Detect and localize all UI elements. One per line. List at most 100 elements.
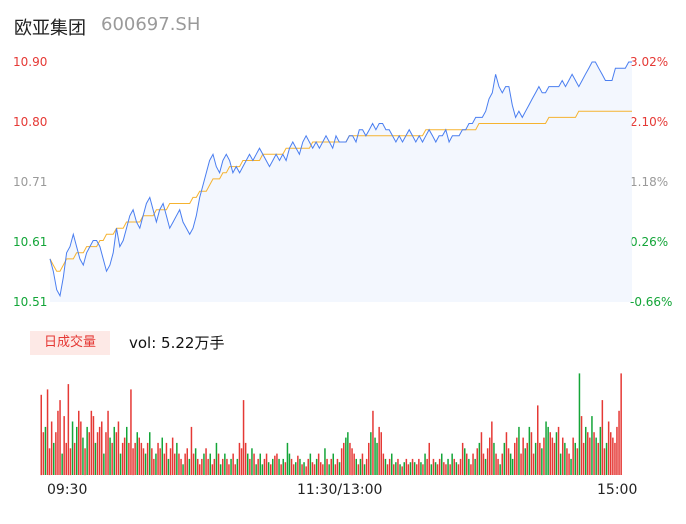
volume-bar xyxy=(69,448,72,476)
price-line xyxy=(49,61,632,298)
volume-bar xyxy=(618,410,620,475)
volume-bar xyxy=(368,442,370,475)
volume-bar xyxy=(305,466,307,475)
volume-bar xyxy=(224,453,226,475)
volume-bar xyxy=(161,437,163,475)
volume-bar xyxy=(391,453,393,475)
volume-bar xyxy=(303,462,305,475)
volume-bar xyxy=(98,426,101,475)
volume-bar xyxy=(370,432,372,475)
price-axis-label: 10.51 xyxy=(13,295,48,309)
volume-bar xyxy=(497,458,499,475)
volume-bar xyxy=(428,442,430,475)
volume-bar xyxy=(438,458,441,475)
volume-bar xyxy=(501,453,503,475)
volume-bar xyxy=(119,453,122,475)
volume-bar xyxy=(405,458,408,475)
volume-bar xyxy=(299,458,301,475)
volume-bar xyxy=(107,410,109,475)
volume-bar xyxy=(436,464,439,475)
volume-bar xyxy=(365,458,368,475)
volume-bar xyxy=(174,453,176,475)
volume-bar xyxy=(163,453,166,475)
volume-bar xyxy=(593,432,595,475)
volume-bar xyxy=(284,462,287,475)
volume-bar xyxy=(537,405,539,475)
volume-bar xyxy=(357,464,360,475)
volume-bar xyxy=(541,448,543,476)
volume-bar xyxy=(55,432,57,475)
volume-bar xyxy=(585,426,587,475)
volume-bar xyxy=(165,442,168,475)
volume-bar xyxy=(190,426,193,475)
volume-bar xyxy=(553,442,556,475)
percent-axis-label: -0.66% xyxy=(630,295,673,309)
volume-bar xyxy=(73,442,76,475)
volume-bar xyxy=(591,416,593,475)
volume-bar xyxy=(326,458,328,475)
volume-bar xyxy=(466,453,468,475)
volume-bar xyxy=(201,458,203,475)
volume-bar xyxy=(382,453,385,475)
volume-bar xyxy=(603,448,606,476)
volume-bar xyxy=(42,432,45,475)
volume-bar xyxy=(146,442,149,475)
percent-axis-label: 0.26% xyxy=(630,235,669,249)
volume-bar xyxy=(192,453,195,475)
volume-bar xyxy=(432,458,435,475)
volume-bar xyxy=(188,458,191,475)
volume-bar xyxy=(353,453,355,475)
volume-bar xyxy=(236,458,239,475)
volume-bar xyxy=(555,432,558,475)
volume-bar xyxy=(57,410,59,475)
volume-bar xyxy=(288,453,291,475)
volume-bar xyxy=(194,448,197,476)
volume-bar xyxy=(322,464,324,475)
volume-bar xyxy=(530,432,533,475)
volume-bar xyxy=(524,448,526,476)
volume-bar xyxy=(413,462,416,475)
volume-bar xyxy=(580,416,583,475)
volume-bar xyxy=(59,400,61,475)
volume-bar xyxy=(599,426,602,475)
stock-code: 600697.SH xyxy=(101,14,201,35)
volume-bar xyxy=(518,426,520,475)
volume-bar xyxy=(109,437,111,475)
volume-bar xyxy=(247,453,249,475)
volume-bar xyxy=(249,458,251,475)
volume-bar xyxy=(171,437,174,475)
volume-bar xyxy=(251,448,253,476)
volume-bar xyxy=(430,464,433,475)
volume-bar xyxy=(612,437,614,475)
volume-bar xyxy=(597,442,599,475)
volume-bar xyxy=(238,442,241,475)
volume-bar xyxy=(495,453,497,475)
volume-bar xyxy=(203,453,205,475)
volume-bar xyxy=(67,384,70,476)
volume-bar xyxy=(562,437,564,475)
volume-bar xyxy=(499,464,501,475)
volume-bar xyxy=(472,453,474,475)
volume-bar xyxy=(182,464,184,475)
volume-bar xyxy=(453,458,455,475)
volume-bar xyxy=(418,458,420,475)
volume-bar xyxy=(290,458,293,475)
volume-bar xyxy=(313,464,316,475)
volume-bar xyxy=(88,432,90,475)
volume-bar xyxy=(121,442,124,475)
volume-bar xyxy=(292,464,295,475)
volume-bar xyxy=(582,442,585,475)
volume-bar xyxy=(340,448,343,476)
volume-bar xyxy=(136,432,138,475)
daily-volume-tab[interactable]: 日成交量 xyxy=(30,331,110,355)
volume-bar xyxy=(474,458,476,475)
volume-bar xyxy=(103,453,105,475)
volume-bar xyxy=(261,464,264,475)
volume-bar xyxy=(84,448,86,476)
volume-bar xyxy=(230,458,232,475)
volume-bar xyxy=(117,421,120,475)
volume-bar xyxy=(186,448,188,476)
volume-bar xyxy=(94,442,97,475)
volume-bar xyxy=(607,421,610,475)
